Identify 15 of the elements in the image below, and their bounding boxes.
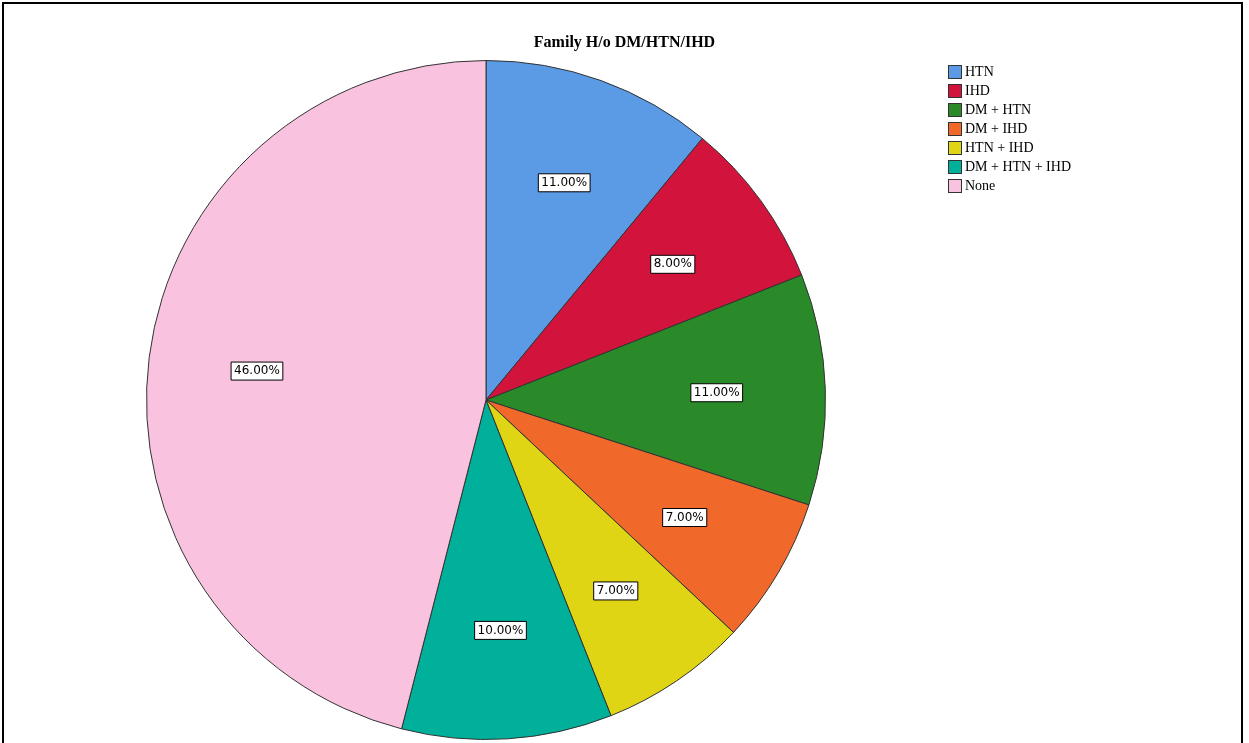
legend-label: IHD [965,82,990,99]
legend-label: DM + IHD [965,120,1028,137]
legend-label: None [965,177,996,194]
legend-label: HTN + IHD [965,139,1034,156]
data-label: 11.00% [693,384,740,399]
data-label: 11.00% [541,174,588,189]
chart-title: Family H/o DM/HTN/IHD [532,33,717,51]
data-label: 8.00% [653,256,692,271]
data-label: 7.00% [665,509,704,524]
data-label: 7.00% [596,583,635,598]
legend-label: HTN [965,63,994,80]
data-label: 46.00% [234,363,280,378]
legend-label: DM + HTN + IHD [965,158,1072,175]
legend-label: DM + HTN [965,101,1032,118]
data-label: 10.00% [477,622,524,637]
